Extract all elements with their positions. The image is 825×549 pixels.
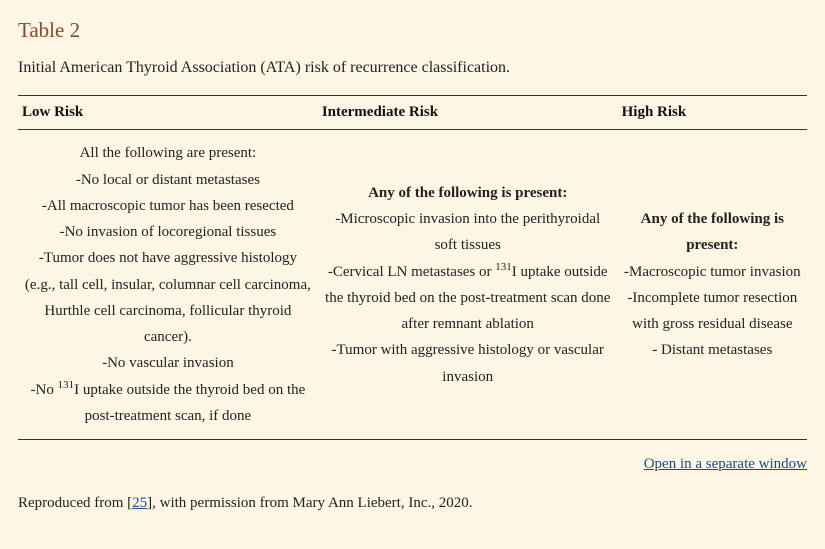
col-header-high: High Risk bbox=[618, 96, 807, 130]
cell-low-risk: All the following are present:-No local … bbox=[18, 130, 318, 440]
col-header-intermediate: Intermediate Risk bbox=[318, 96, 618, 130]
table-block: { "title": "Table 2", "caption": "Initia… bbox=[0, 0, 825, 549]
table-row: All the following are present:-No local … bbox=[18, 130, 807, 440]
table-number: Table 2 bbox=[18, 18, 807, 43]
risk-table: Low Risk Intermediate Risk High Risk All… bbox=[18, 95, 807, 440]
cell-high-risk: Any of the following is present:-Macrosc… bbox=[618, 130, 807, 440]
footnote: Reproduced from [25], with permission fr… bbox=[18, 495, 807, 512]
ref-25-link[interactable]: 25 bbox=[132, 495, 147, 511]
table-caption: Initial American Thyroid Association (AT… bbox=[18, 57, 807, 79]
table-header-row: Low Risk Intermediate Risk High Risk bbox=[18, 96, 807, 130]
open-link-row: Open in a separate window bbox=[18, 456, 807, 473]
footnote-pre: Reproduced from [ bbox=[18, 495, 132, 511]
footnote-post: ], with permission from Mary Ann Liebert… bbox=[147, 495, 472, 511]
col-header-low: Low Risk bbox=[18, 96, 318, 130]
cell-intermediate-risk: Any of the following is present:-Microsc… bbox=[318, 130, 618, 440]
open-separate-window-link[interactable]: Open in a separate window bbox=[644, 456, 807, 472]
